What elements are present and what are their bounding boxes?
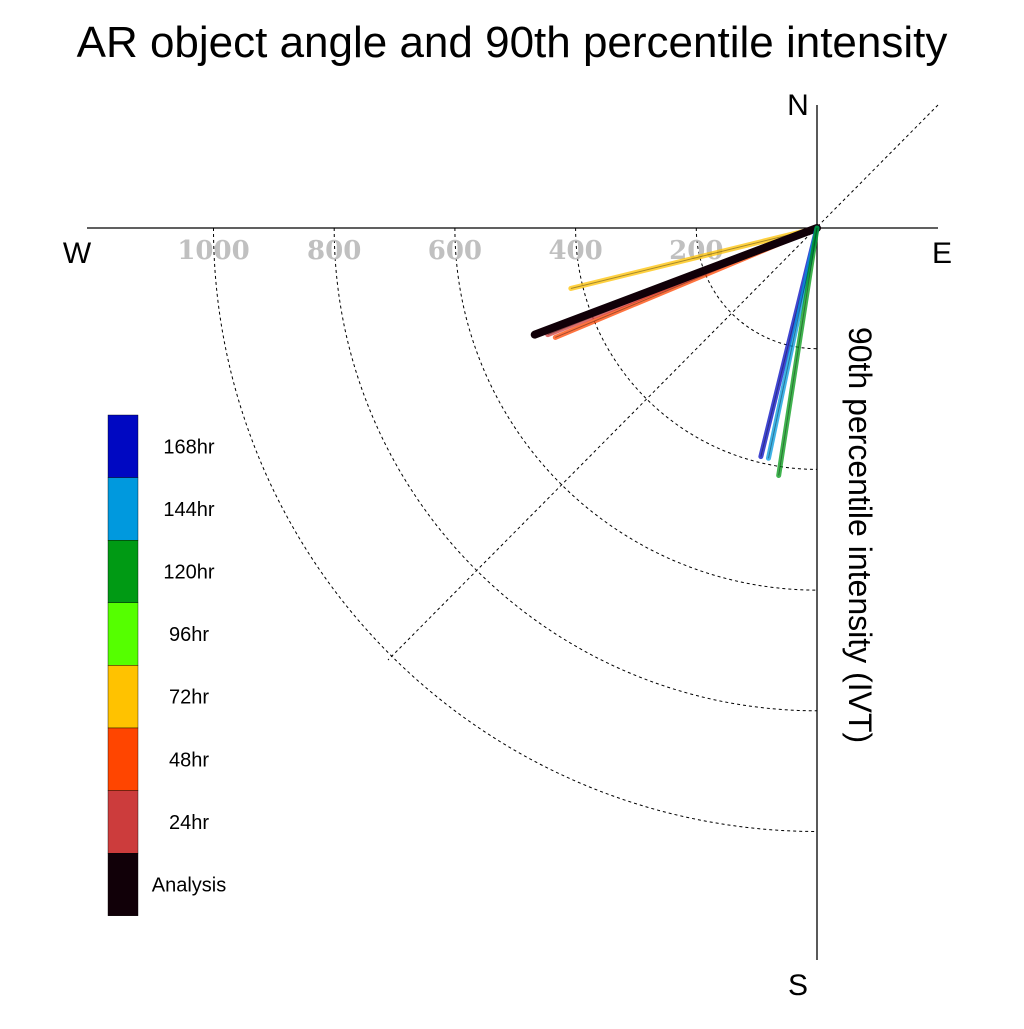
radial-tick-label: 600 — [428, 236, 482, 266]
radial-tick-label: 800 — [307, 236, 361, 266]
legend-swatch-72hr — [107, 665, 139, 729]
legend-label-96hr: 96hr — [169, 624, 209, 646]
legend-label-analysis: Analysis — [152, 875, 226, 897]
radial-tick-label: 1000 — [177, 236, 249, 266]
legend: 168hr 144hr 120hr 96hr 72hr 48hr 24hr Analysis — [107, 414, 226, 917]
radial-ring — [454, 227, 818, 591]
legend-label-120hr: 120hr — [163, 562, 214, 584]
legend-swatch-24hr — [107, 790, 139, 854]
series-line-core-120hr — [778, 227, 818, 476]
series-line-72hr — [568, 225, 820, 291]
compass-east: E — [932, 237, 952, 270]
radial-ring — [213, 227, 818, 832]
legend-swatch-168hr — [107, 414, 139, 478]
legend-swatch-analysis — [107, 853, 139, 917]
series-line-analysis — [530, 224, 821, 339]
radial-ring — [333, 227, 818, 712]
compass-west: W — [63, 237, 92, 270]
radial-tick-label: 400 — [548, 236, 602, 266]
radial-ring — [575, 227, 818, 470]
legend-label-72hr: 72hr — [169, 687, 209, 709]
legend-swatch-120hr — [107, 540, 139, 604]
diagonal-guide — [387, 104, 939, 661]
radial-rings — [213, 227, 818, 832]
legend-label-48hr: 48hr — [169, 749, 209, 771]
legend-swatch-96hr — [107, 602, 139, 666]
series-lines — [530, 224, 821, 479]
series-line-core-72hr — [570, 227, 818, 289]
legend-label-168hr: 168hr — [163, 436, 214, 458]
compass-south: S — [788, 969, 808, 1002]
series-line-120hr — [776, 225, 820, 479]
y-axis-label: 90th percentile intensity (IVT) — [842, 327, 878, 743]
legend-swatch-48hr — [107, 727, 139, 791]
compass-north: N — [787, 89, 809, 122]
legend-label-24hr: 24hr — [169, 812, 209, 834]
chart-title: AR object angle and 90th percentile inte… — [77, 18, 948, 67]
legend-swatch-144hr — [107, 477, 139, 541]
legend-label-144hr: 144hr — [163, 499, 214, 521]
